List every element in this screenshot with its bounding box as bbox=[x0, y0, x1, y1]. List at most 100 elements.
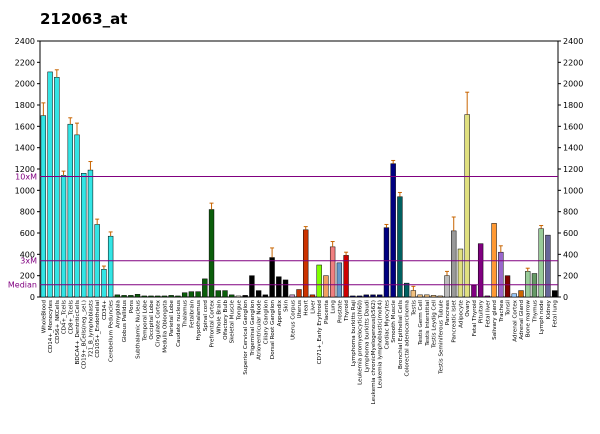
category-label: Thalamus bbox=[183, 300, 189, 328]
category-label: CD19+_BCells(neg._sel.) bbox=[82, 300, 88, 369]
category-label: Thyroid bbox=[344, 300, 350, 322]
bar bbox=[296, 289, 302, 298]
bar bbox=[316, 264, 322, 298]
category-label: CD71+_Early Erythroid bbox=[317, 300, 323, 365]
category-label: Lymphoma burkitts Daudi bbox=[364, 300, 370, 373]
category-label: CD8+_Tcells bbox=[68, 300, 74, 334]
bar bbox=[477, 243, 484, 298]
bar bbox=[235, 295, 242, 298]
category-label: Olfactory Bulb bbox=[223, 300, 229, 340]
category-label: Liver bbox=[310, 299, 316, 313]
category-label: Dorsal Root Ganglion bbox=[270, 300, 276, 360]
bar bbox=[444, 275, 450, 298]
left-tick-label: 2000 bbox=[15, 80, 35, 89]
bar bbox=[242, 295, 248, 298]
category-label: Spinal cord bbox=[203, 300, 209, 332]
right-tick-label: 1600 bbox=[563, 122, 583, 131]
category-label: Superior Cervical Ganglion bbox=[243, 300, 249, 375]
left-tick-label: 800 bbox=[20, 208, 35, 217]
category-label: Leukemia lymphoblastic(molt4) bbox=[378, 300, 384, 388]
bar bbox=[343, 255, 349, 298]
bar bbox=[437, 295, 443, 298]
bar bbox=[47, 71, 53, 298]
category-label: Fetal Thyroid bbox=[472, 300, 478, 337]
category-label: Fetalbrain bbox=[189, 300, 195, 328]
bar bbox=[451, 230, 457, 298]
left-tick-label: 1000 bbox=[15, 186, 35, 195]
right-tick-label: 1200 bbox=[563, 165, 583, 174]
bar bbox=[309, 294, 316, 298]
left-tick-label: 2200 bbox=[15, 58, 35, 67]
bar bbox=[363, 294, 369, 298]
right-tick-label: 1000 bbox=[563, 186, 583, 195]
category-label: Prefrontal Cortex bbox=[210, 299, 216, 347]
bar bbox=[370, 294, 376, 298]
category-label: Appendix bbox=[277, 299, 283, 326]
bar bbox=[323, 275, 329, 298]
category-label: Globus Pallidus bbox=[122, 300, 128, 342]
category-labels: WholeBlood CD14+_Monocytes CD56+_NKCells CD… bbox=[41, 299, 558, 404]
bar bbox=[350, 295, 356, 298]
bar bbox=[74, 134, 80, 298]
category-label: Testis Germ Cell bbox=[418, 300, 424, 346]
category-label: Pons bbox=[129, 300, 135, 313]
bar bbox=[54, 77, 60, 298]
category-label: Colorectal adenocarcinoma bbox=[405, 300, 411, 377]
category-label: Salivary gland bbox=[492, 300, 498, 340]
bar bbox=[424, 294, 430, 298]
category-label: Fetal lung bbox=[553, 300, 559, 328]
category-label: Placenta bbox=[324, 300, 330, 324]
category-label: Ovary bbox=[465, 299, 471, 316]
bar bbox=[356, 295, 363, 298]
bar bbox=[81, 173, 87, 298]
category-label: Pituitary bbox=[479, 299, 485, 323]
category-label: Uterus bbox=[297, 300, 303, 319]
category-label: Uterus Corpus bbox=[290, 300, 296, 340]
reference-label: Median bbox=[8, 281, 37, 290]
bar bbox=[484, 295, 491, 298]
bar bbox=[101, 269, 107, 298]
bar bbox=[545, 234, 551, 298]
category-label: Cingulate Cortex bbox=[156, 299, 162, 347]
category-label: CD56+_NKCells bbox=[55, 300, 61, 344]
chart-title: 212063_at bbox=[40, 10, 127, 28]
category-label: Pancreas bbox=[445, 300, 451, 325]
bar bbox=[255, 290, 262, 298]
bar bbox=[403, 282, 410, 298]
category-label: Trigeminal Ganglion bbox=[250, 300, 256, 357]
category-label: Leukemia chronicMyelogenous(k562) bbox=[371, 300, 377, 404]
bar bbox=[188, 291, 195, 298]
bar bbox=[215, 290, 221, 298]
left-tick-label: 200 bbox=[20, 272, 35, 281]
category-label: Caudate nucleus bbox=[176, 300, 182, 347]
category-label: Skin bbox=[284, 300, 290, 312]
left-tick-label: 1600 bbox=[15, 122, 35, 131]
error-bars bbox=[41, 69, 544, 291]
category-label: Testis bbox=[411, 300, 417, 317]
bar bbox=[471, 285, 477, 298]
left-tick-label: 600 bbox=[20, 229, 35, 238]
category-label: CD4+_Tcells bbox=[62, 300, 68, 334]
category-label: Whole Brain bbox=[216, 300, 222, 334]
bar bbox=[538, 228, 544, 298]
category-label: CD105+_Endothelial bbox=[95, 300, 101, 358]
left-tick-label: 400 bbox=[20, 250, 35, 259]
bar bbox=[491, 223, 497, 298]
category-label: Medulla Oblongata bbox=[162, 300, 168, 353]
category-label: Amygdala bbox=[115, 300, 121, 328]
category-label: 721_B_lymphoblasts bbox=[88, 300, 94, 358]
bar bbox=[329, 246, 336, 298]
bar bbox=[168, 295, 174, 298]
right-tick-label: 200 bbox=[563, 272, 578, 281]
reference-label: 10xM bbox=[15, 172, 37, 181]
category-label: WholeBlood bbox=[41, 300, 47, 334]
category-label: Bone marrow bbox=[526, 300, 532, 338]
bar bbox=[114, 294, 121, 298]
bar bbox=[276, 276, 282, 298]
category-label: Fetal liver bbox=[485, 299, 491, 327]
category-label: Testis Seminiferous Tubule bbox=[438, 299, 444, 374]
bar bbox=[498, 251, 504, 298]
bar bbox=[464, 114, 470, 298]
left-tick-label: 1200 bbox=[15, 165, 35, 174]
